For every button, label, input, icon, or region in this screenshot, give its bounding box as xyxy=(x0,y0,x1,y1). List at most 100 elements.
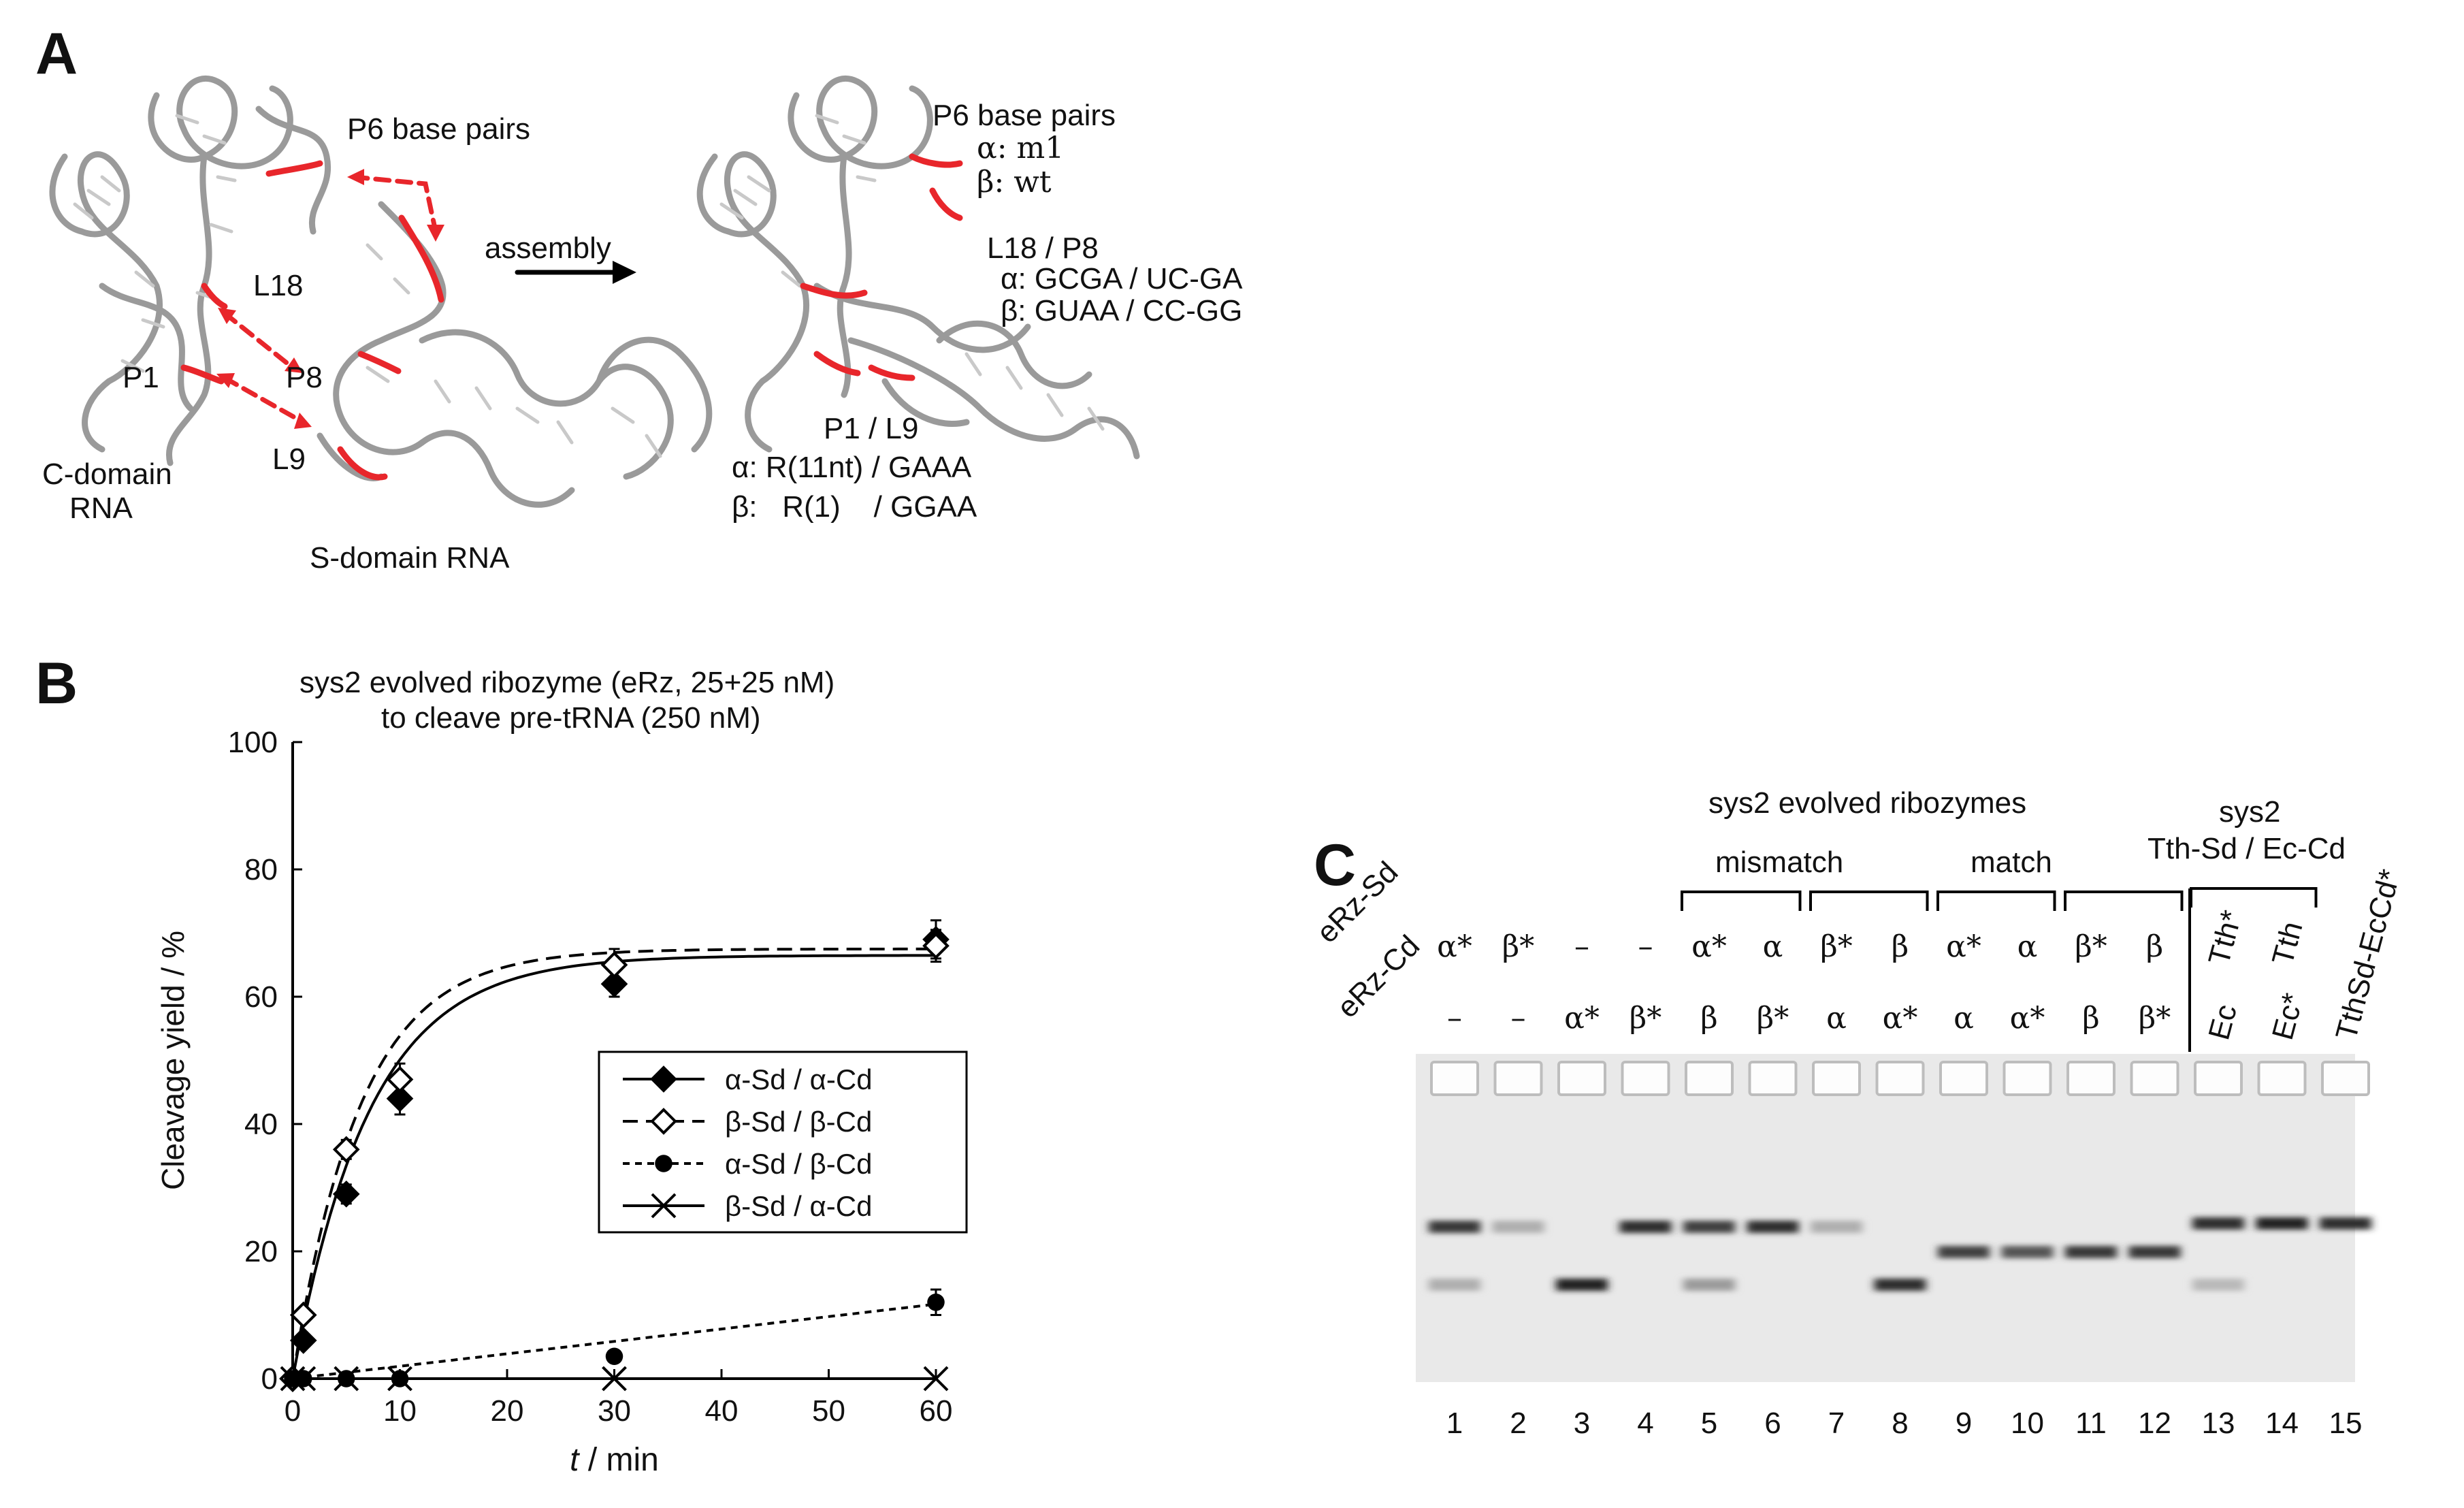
panel-a-letter: A xyxy=(35,21,78,86)
data-point xyxy=(927,1294,945,1311)
data-point xyxy=(332,1136,360,1164)
cd-label: α* xyxy=(1564,1001,1600,1036)
data-point xyxy=(387,1366,412,1392)
left-l18-label: L18 xyxy=(253,269,304,302)
x-tick-label: 0 xyxy=(285,1394,301,1428)
c-domain-rna-structure xyxy=(49,75,331,466)
group-bracket xyxy=(1936,891,2056,911)
group-bracket xyxy=(1809,891,1929,911)
s-domain-label: S-domain RNA xyxy=(310,541,510,575)
gel-band xyxy=(2320,1217,2371,1230)
fit-curve xyxy=(292,1302,937,1380)
data-point xyxy=(291,1366,317,1392)
gel-band xyxy=(1429,1221,1480,1233)
right-p6-alpha: α: m1 xyxy=(977,131,1065,165)
x-tick-label: 40 xyxy=(705,1394,739,1428)
arrow-p6 xyxy=(351,174,438,234)
gel-band xyxy=(2192,1217,2244,1230)
cd-label: β xyxy=(2082,1001,2099,1036)
data-point xyxy=(386,1065,414,1093)
lane-number: 13 xyxy=(2202,1407,2235,1440)
gel-well xyxy=(2130,1061,2179,1096)
gel-band xyxy=(1874,1279,1926,1291)
cd-label: β* xyxy=(1630,1001,1661,1036)
chart-title-line2: to cleave pre-tRNA (250 nM) xyxy=(381,701,761,735)
cd-label: – xyxy=(1511,1001,1526,1036)
tth-label: Tth* xyxy=(2202,907,2248,969)
cd-label: α* xyxy=(1883,1001,1918,1036)
right-p1l9-label: P1 / L9 xyxy=(824,412,919,445)
gel-well xyxy=(1557,1061,1606,1096)
sd-label: α xyxy=(1763,929,1783,964)
ec-label: TthSd-EcCd* xyxy=(2329,866,2407,1044)
header-match: match xyxy=(1971,846,2052,879)
ec-label: Ec xyxy=(2202,1001,2243,1043)
legend-label: α-Sd / α-Cd xyxy=(725,1063,873,1095)
lane-number: 9 xyxy=(1956,1407,1972,1440)
gel-well xyxy=(1939,1061,1988,1096)
gel-band xyxy=(2128,1246,2181,1258)
x-tick-label: 50 xyxy=(812,1394,845,1428)
ec-label: Ec* xyxy=(2266,990,2310,1044)
data-point xyxy=(289,1327,317,1354)
cd-label: β xyxy=(1700,1001,1717,1036)
lane-number: 5 xyxy=(1701,1407,1717,1440)
sd-label: α* xyxy=(1691,929,1727,964)
lane-number: 7 xyxy=(1828,1407,1845,1440)
cleavage-yield-chart: 0 10 20 30 40 50 60 0 20 40 60 80 100 Cleavage yield … xyxy=(155,726,968,1478)
data-point xyxy=(650,1108,677,1135)
data-point xyxy=(600,970,628,998)
left-l9-label: L9 xyxy=(272,443,306,476)
panel-a-structures xyxy=(49,75,1140,508)
data-point xyxy=(602,1366,627,1392)
gel-well xyxy=(1875,1061,1925,1096)
gel-band xyxy=(1683,1221,1735,1233)
sd-label: – xyxy=(1638,929,1653,964)
data-point xyxy=(650,1065,677,1093)
x-tick-label: 10 xyxy=(383,1394,417,1428)
group-bracket xyxy=(1681,891,1802,911)
sd-label: α* xyxy=(1437,929,1472,964)
gel-band xyxy=(1747,1221,1799,1233)
gel-well xyxy=(1430,1061,1479,1096)
gel-band xyxy=(2256,1217,2308,1230)
lane-number: 12 xyxy=(2138,1407,2171,1440)
gel-band xyxy=(2192,1279,2244,1291)
right-l18p8-label: L18 / P8 xyxy=(987,231,1099,265)
gel-well xyxy=(2194,1061,2243,1096)
cd-label: – xyxy=(1447,1001,1462,1036)
gel-band xyxy=(1429,1279,1480,1291)
panel-b-letter: B xyxy=(35,651,78,716)
gel-well xyxy=(1812,1061,1861,1096)
y-tick-label: 40 xyxy=(244,1108,278,1141)
data-point xyxy=(386,1085,414,1112)
gel-well xyxy=(1748,1061,1798,1096)
data-point xyxy=(923,1366,949,1392)
gel-band xyxy=(2065,1246,2117,1258)
y-tick-label: 0 xyxy=(261,1362,278,1396)
sd-label: β* xyxy=(1820,929,1852,964)
sd-label: β xyxy=(1892,929,1909,964)
legend-label: β-Sd / α-Cd xyxy=(725,1190,872,1222)
data-point xyxy=(332,1181,360,1208)
sd-label: α* xyxy=(1946,929,1981,964)
lane-number: 2 xyxy=(1510,1407,1526,1440)
left-p1-label: P1 xyxy=(123,361,159,394)
left-p8-label: P8 xyxy=(286,361,323,394)
lane-number: 11 xyxy=(2075,1407,2107,1440)
legend-label: α-Sd / β-Cd xyxy=(725,1148,872,1180)
gel-band xyxy=(1683,1279,1735,1291)
lane-number: 4 xyxy=(1637,1407,1653,1440)
s-domain-rna-structure xyxy=(317,201,713,508)
right-p6-beta: β: wt xyxy=(977,165,1052,199)
lane-number: 15 xyxy=(2329,1407,2363,1440)
data-point xyxy=(605,1347,623,1366)
gel-well xyxy=(1493,1061,1543,1096)
group-bracket xyxy=(2190,887,2318,908)
lane-number: 14 xyxy=(2265,1407,2299,1440)
y-tick-label: 20 xyxy=(244,1235,278,1268)
data-point xyxy=(600,951,628,979)
header-sys2-right: sys2 xyxy=(2219,795,2281,829)
gel-band xyxy=(1938,1246,1990,1258)
